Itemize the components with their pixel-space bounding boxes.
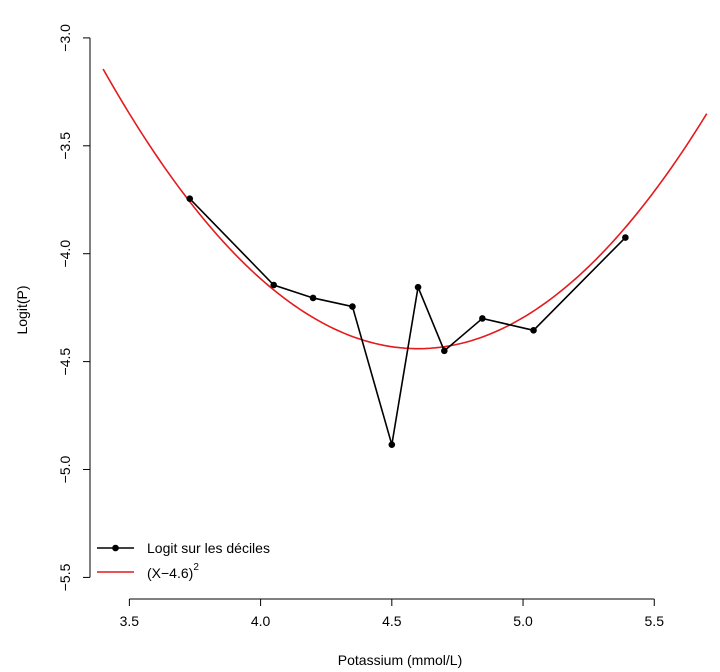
x-tick-label: 5.5 — [645, 613, 665, 629]
y-axis-ticks: −3.0 −3.5 −4.0 −4.5 −5.0 −5.5 — [57, 24, 90, 591]
series-deciles-points — [186, 195, 629, 448]
data-point — [622, 234, 629, 241]
data-point — [414, 283, 422, 291]
legend-swatch-deciles-point — [112, 544, 119, 552]
data-point — [349, 303, 356, 310]
legend-label-quadratic-base: (X−4.6) — [147, 565, 193, 581]
x-axis-title: Potassium (mmol/L) — [338, 652, 462, 668]
data-point — [479, 315, 486, 322]
x-tick-label: 4.0 — [251, 613, 271, 629]
legend-label-deciles: Logit sur les déciles — [147, 540, 270, 556]
x-axis-ticks: 3.5 4.0 4.5 5.0 5.5 — [120, 599, 665, 629]
y-tick-label: −3.0 — [57, 24, 73, 52]
data-point — [270, 281, 278, 289]
x-tick-label: 3.5 — [120, 613, 140, 629]
y-tick-label: −3.5 — [57, 132, 73, 160]
data-point — [186, 195, 194, 202]
y-tick-label: −5.0 — [57, 455, 73, 483]
y-tick-label: −4.0 — [57, 240, 73, 268]
data-point — [441, 347, 448, 355]
data-point — [309, 294, 317, 302]
legend: Logit sur les déciles (X−4.6)2 — [97, 540, 270, 581]
legend-label-quadratic: (X−4.6)2 — [147, 562, 199, 581]
data-point — [388, 441, 396, 448]
y-axis-title: Logit(P) — [14, 285, 30, 334]
legend-label-quadratic-exponent: 2 — [193, 562, 199, 573]
data-point — [530, 327, 537, 334]
x-tick-label: 4.5 — [382, 613, 402, 629]
y-tick-label: −4.5 — [57, 348, 73, 376]
series-quadratic-line — [102, 68, 708, 350]
series-deciles-line — [189, 198, 626, 445]
axes — [89, 37, 655, 600]
y-tick-label: −5.5 — [57, 563, 73, 591]
x-tick-label: 5.0 — [513, 613, 533, 629]
